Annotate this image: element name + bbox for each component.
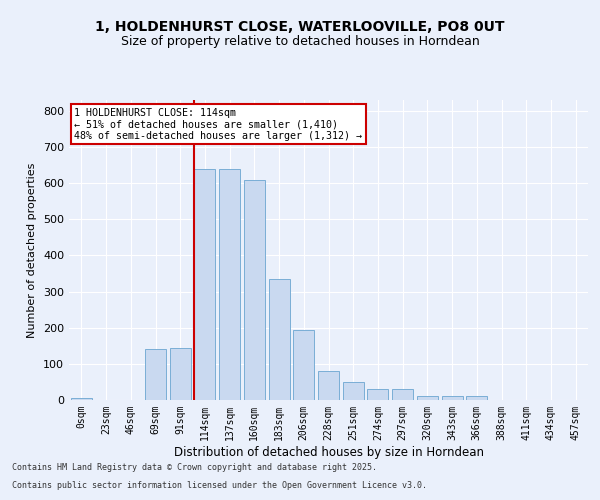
Text: Contains public sector information licensed under the Open Government Licence v3: Contains public sector information licen… bbox=[12, 481, 427, 490]
Bar bbox=[145, 350, 166, 400]
Y-axis label: Number of detached properties: Number of detached properties bbox=[28, 162, 37, 338]
Bar bbox=[269, 279, 290, 400]
Bar bbox=[318, 371, 339, 400]
X-axis label: Distribution of detached houses by size in Horndean: Distribution of detached houses by size … bbox=[173, 446, 484, 458]
Bar bbox=[367, 389, 388, 400]
Text: 1 HOLDENHURST CLOSE: 114sqm
← 51% of detached houses are smaller (1,410)
48% of : 1 HOLDENHURST CLOSE: 114sqm ← 51% of det… bbox=[74, 108, 362, 140]
Bar bbox=[466, 396, 487, 400]
Bar bbox=[71, 398, 92, 400]
Bar bbox=[392, 389, 413, 400]
Text: Contains HM Land Registry data © Crown copyright and database right 2025.: Contains HM Land Registry data © Crown c… bbox=[12, 464, 377, 472]
Bar bbox=[170, 348, 191, 400]
Bar bbox=[293, 330, 314, 400]
Text: Size of property relative to detached houses in Horndean: Size of property relative to detached ho… bbox=[121, 35, 479, 48]
Text: 1, HOLDENHURST CLOSE, WATERLOOVILLE, PO8 0UT: 1, HOLDENHURST CLOSE, WATERLOOVILLE, PO8… bbox=[95, 20, 505, 34]
Bar bbox=[194, 168, 215, 400]
Bar bbox=[219, 168, 240, 400]
Bar bbox=[417, 396, 438, 400]
Bar bbox=[244, 180, 265, 400]
Bar bbox=[343, 382, 364, 400]
Bar bbox=[442, 396, 463, 400]
